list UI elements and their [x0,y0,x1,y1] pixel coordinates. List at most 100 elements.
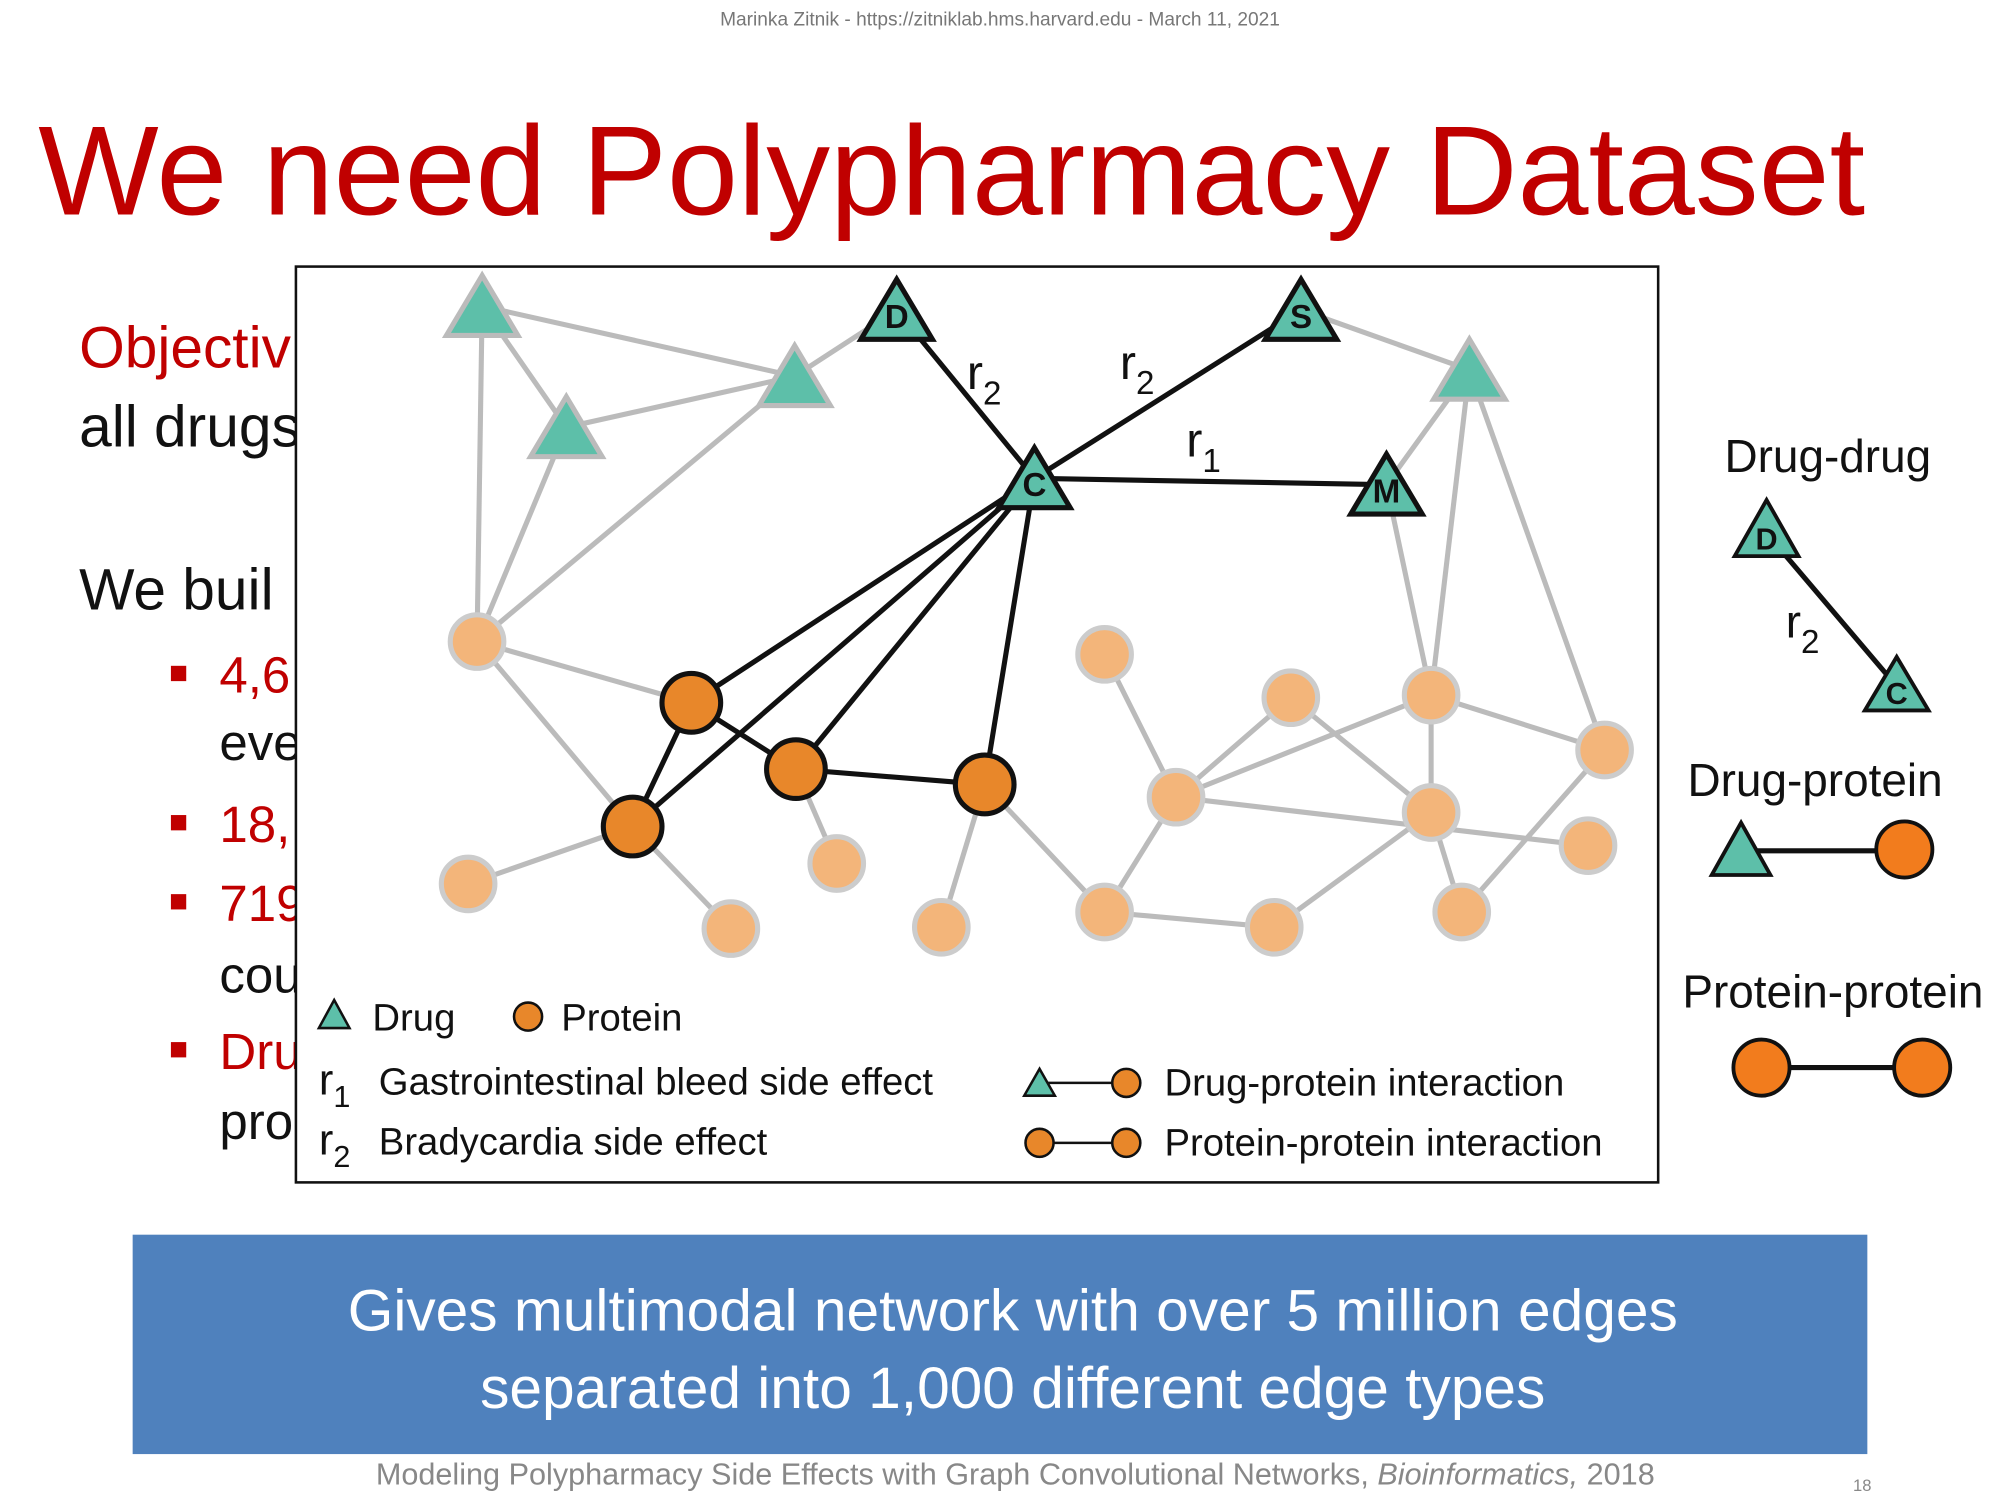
edge [1175,692,1433,800]
footer-text: Modeling Polypharmacy Side Effects with … [376,1458,1378,1492]
footer: Modeling Polypharmacy Side Effects with … [376,1458,1655,1492]
protein-node [1261,668,1321,728]
legend-label: Gastrointestinal bleed side effect [379,1060,934,1103]
legend-r: r [319,1056,333,1104]
bullet-text: cou [219,946,301,1003]
bullet-text: Dru [219,1023,301,1080]
drug-node [1260,274,1342,342]
node-label: S [1290,299,1312,336]
bullet-text: 719 [219,875,304,932]
drug-node [526,391,607,460]
network: D S C M [438,270,1634,958]
edge [630,476,1037,829]
node-label: M [1373,474,1401,511]
edge [1428,369,1472,696]
edge-label: r2 [967,346,1002,412]
protein-node [659,670,724,735]
legend-drug-icon [316,997,352,1030]
edge [475,639,635,829]
figure-legend: Drug Protein r1 Gastrointestinal bleed s… [316,997,1603,1174]
side-drug [1861,653,1932,713]
edge-label-sub: 2 [1801,624,1819,661]
legend-protein-icon [1110,1067,1142,1099]
drug-node [1346,449,1427,517]
edge-label-sub: 1 [1202,443,1220,480]
body-line: We buil [79,558,274,623]
edge-label-sub: 2 [983,375,1001,412]
footer-journal: Bioinformatics, [1377,1458,1578,1492]
edge [1033,307,1303,481]
legend-label: Drug [372,997,455,1040]
protein-node [1075,882,1134,942]
protein-node [1401,665,1461,725]
edge [689,476,1036,705]
edge [475,374,797,644]
legend-r-sub: 2 [333,1140,350,1174]
body: Objectiv all drugs We buil [79,315,301,622]
edge [481,303,796,379]
legend-r-sub: 1 [333,1080,350,1114]
edge [982,477,1037,785]
legend-protein-icon [1024,1127,1055,1159]
edge [476,639,693,706]
edge-label-sub: 2 [1136,365,1154,402]
footer-year: 2018 [1578,1458,1655,1492]
protein-node [1575,720,1634,780]
protein-node [701,899,761,958]
edge-labels: r2 r2 r1 [967,336,1221,480]
edge [1289,695,1433,815]
legend-protein-icon [512,1001,544,1032]
banner-text: Gives multimodal network with over 5 mil… [348,1278,1678,1343]
protein-node [438,854,498,914]
bullet [170,1042,187,1058]
protein-node [764,737,828,802]
legend-drug-icon [1022,1066,1058,1097]
figure-frame [294,265,1660,1184]
drug-node [441,270,523,339]
edge [474,306,485,642]
body-line: all drugs [79,394,301,459]
protein-node [447,612,507,671]
side-label: Drug-protein [1687,754,1942,806]
side-protein [1892,1037,1953,1098]
protein-node [1558,816,1618,875]
drug-node [754,340,835,409]
side-drug [1731,496,1802,559]
side-drug [1708,818,1774,877]
bullet-text: 4,6 [219,647,290,704]
edge [1175,794,1589,849]
side-label: Protein-protein [1682,966,1983,1018]
node-label: C [1886,677,1908,711]
drug-node [1429,334,1510,402]
edge [474,426,569,643]
page-number: 18 [1853,1476,1871,1495]
edge [1459,748,1607,914]
side-legend: Drug-drug D C r2 Drug-protein Protein-pr… [1682,430,1983,1098]
legend-label: Bradycardia side effect [379,1120,768,1163]
edge-label: r1 [1186,414,1221,480]
node-label: C [1022,467,1046,504]
edge [1466,369,1607,751]
legend-label: r1 [319,1056,350,1114]
side-edge [1764,531,1899,688]
edge-label: r2 [1120,336,1155,402]
edge [1300,307,1471,373]
protein-node [952,752,1017,817]
banner [132,1234,1868,1455]
edge-label-base: r [1120,336,1136,390]
title: We need Polypharmacy Dataset [38,100,1865,242]
side-edge-label: r2 [1786,596,1820,661]
edge [1272,810,1433,930]
header: Marinka Zitnik - https://zitniklab.hms.h… [720,10,1280,31]
side-label: Drug-drug [1724,430,1931,482]
protein-node [911,897,971,957]
legend-label: r2 [319,1116,350,1174]
edge-label-base: r [967,346,983,400]
body-line: Objectiv [79,315,292,380]
edge [565,373,796,430]
edge-label-base: r [1786,596,1801,648]
bullets: 4,6 eve 18, 719 cou Dru pro [170,647,305,1150]
bullet-text: pro [219,1093,293,1150]
protein-node [1075,625,1134,684]
